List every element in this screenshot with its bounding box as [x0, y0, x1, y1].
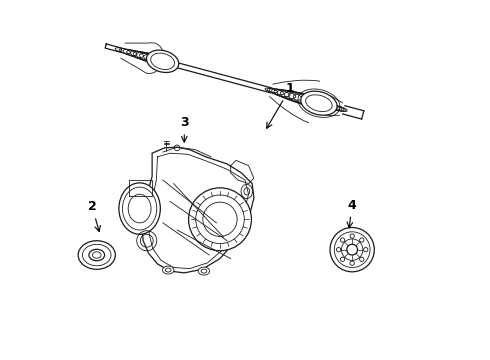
Ellipse shape [119, 183, 160, 234]
Ellipse shape [198, 267, 210, 275]
Ellipse shape [147, 50, 179, 72]
Ellipse shape [330, 228, 374, 272]
Text: 3: 3 [180, 116, 189, 142]
Text: 2: 2 [88, 200, 100, 231]
Polygon shape [142, 147, 254, 273]
Ellipse shape [163, 266, 174, 274]
Text: 4: 4 [347, 198, 357, 228]
Text: 1: 1 [267, 82, 294, 128]
Ellipse shape [301, 91, 337, 115]
Ellipse shape [189, 188, 251, 251]
Ellipse shape [78, 241, 115, 269]
